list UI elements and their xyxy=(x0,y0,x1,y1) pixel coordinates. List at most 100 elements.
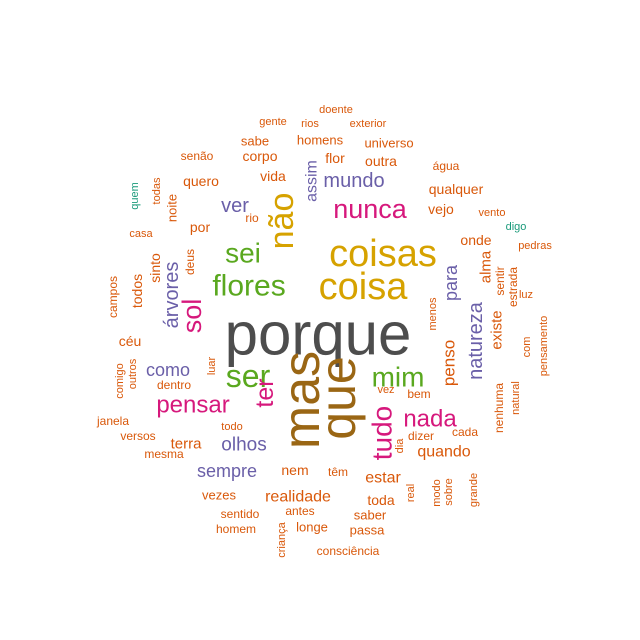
word-vez: vez xyxy=(377,384,394,396)
word-céu: céu xyxy=(119,333,142,349)
word-versos: versos xyxy=(120,429,155,443)
word-sempre: sempre xyxy=(197,461,257,481)
word-nem: nem xyxy=(281,462,308,478)
word-árvores: árvores xyxy=(161,262,183,329)
word-sentido: sentido xyxy=(221,507,260,521)
word-ter: ter xyxy=(251,378,279,407)
word-dentro: dentro xyxy=(157,378,191,392)
word-luz: luz xyxy=(519,289,533,301)
word-criança: criança xyxy=(276,521,288,557)
word-assim: assim xyxy=(304,160,321,202)
word-nunca: nunca xyxy=(333,194,408,224)
word-passa: passa xyxy=(350,523,385,538)
word-onde: onde xyxy=(460,232,491,248)
word-menos: menos xyxy=(427,297,439,331)
word-não: não xyxy=(263,193,301,250)
word-quero: quero xyxy=(183,173,219,189)
word-outros: outros xyxy=(127,358,139,389)
word-natureza: natureza xyxy=(465,301,487,380)
word-sobre: sobre xyxy=(443,478,455,506)
word-estar: estar xyxy=(365,470,401,487)
word-mas: mas xyxy=(273,351,331,449)
word-estrada: estrada xyxy=(506,267,520,307)
word-coisa: coisa xyxy=(319,266,409,308)
word-sabe: sabe xyxy=(241,134,269,149)
word-vento: vento xyxy=(479,207,506,219)
word-exterior: exterior xyxy=(350,118,387,130)
word-flores: flores xyxy=(212,270,285,303)
word-porque: porque xyxy=(225,301,412,368)
word-para: para xyxy=(441,264,461,301)
word-casa: casa xyxy=(129,228,153,240)
word-vejo: vejo xyxy=(428,201,454,217)
word-todo: todo xyxy=(221,421,242,433)
word-universo: universo xyxy=(364,136,413,151)
word-sei: sei xyxy=(225,238,261,269)
word-dia: dia xyxy=(394,438,406,454)
word-têm: têm xyxy=(328,465,348,479)
word-nenhuma: nenhuma xyxy=(492,383,506,433)
word-real: real xyxy=(405,484,417,502)
word-luar: luar xyxy=(206,356,218,375)
word-outra: outra xyxy=(365,153,397,169)
word-consciência: consciência xyxy=(317,544,380,558)
word-sentir: sentir xyxy=(493,266,507,295)
word-rios: rios xyxy=(301,118,319,130)
word-olhos: olhos xyxy=(221,435,266,456)
word-pensamento: pensamento xyxy=(538,316,550,377)
word-água: água xyxy=(433,159,460,173)
word-qualquer: qualquer xyxy=(429,181,484,197)
word-ver: ver xyxy=(221,195,249,217)
word-todas: todas xyxy=(151,177,163,204)
word-realidade: realidade xyxy=(265,489,331,506)
word-cada: cada xyxy=(452,425,478,439)
word-homem: homem xyxy=(216,522,256,536)
word-quando: quando xyxy=(417,444,470,461)
word-gente: gente xyxy=(259,116,287,128)
word-pedras: pedras xyxy=(518,240,552,252)
word-com: com xyxy=(521,337,533,358)
word-campos: campos xyxy=(106,276,120,318)
word-como: como xyxy=(146,360,190,380)
word-janela: janela xyxy=(96,414,129,428)
word-senão: senão xyxy=(181,149,214,163)
word-comigo: comigo xyxy=(114,363,126,398)
word-pensar: pensar xyxy=(156,392,229,419)
word-rio: rio xyxy=(245,211,259,225)
word-por: por xyxy=(190,219,211,235)
word-natural: natural xyxy=(510,381,522,415)
word-corpo: corpo xyxy=(242,148,277,164)
word-nada: nada xyxy=(403,406,457,433)
word-grande: grande xyxy=(468,473,480,507)
word-existe: existe xyxy=(489,310,506,349)
word-dizer: dizer xyxy=(408,429,434,443)
word-tudo: tudo xyxy=(367,406,398,461)
word-coisas: coisas xyxy=(329,233,437,275)
word-terra: terra xyxy=(171,436,203,453)
word-deus: deus xyxy=(183,249,197,275)
word-modo: modo xyxy=(431,479,443,507)
word-alma: alma xyxy=(478,250,495,283)
word-toda: toda xyxy=(367,492,394,508)
word-sinto: sinto xyxy=(147,253,163,283)
word-mundo: mundo xyxy=(323,170,384,192)
word-todos: todos xyxy=(129,274,145,308)
word-antes: antes xyxy=(285,504,314,518)
word-flor: flor xyxy=(325,150,345,166)
word-bem: bem xyxy=(407,387,430,401)
word-vida: vida xyxy=(260,168,286,184)
word-ser: ser xyxy=(226,358,271,394)
word-saber: saber xyxy=(354,508,387,523)
word-noite: noite xyxy=(165,194,180,222)
word-mim: mim xyxy=(372,362,425,393)
word-vezes: vezes xyxy=(202,488,236,503)
word-que: que xyxy=(310,356,366,439)
word-mesma: mesma xyxy=(144,447,184,461)
word-penso: penso xyxy=(440,340,459,386)
word-sol: sol xyxy=(177,299,207,334)
word-quem: quem xyxy=(129,182,141,210)
word-homens: homens xyxy=(297,133,344,148)
word-digo: digo xyxy=(506,221,527,233)
word-doente: doente xyxy=(319,104,353,116)
